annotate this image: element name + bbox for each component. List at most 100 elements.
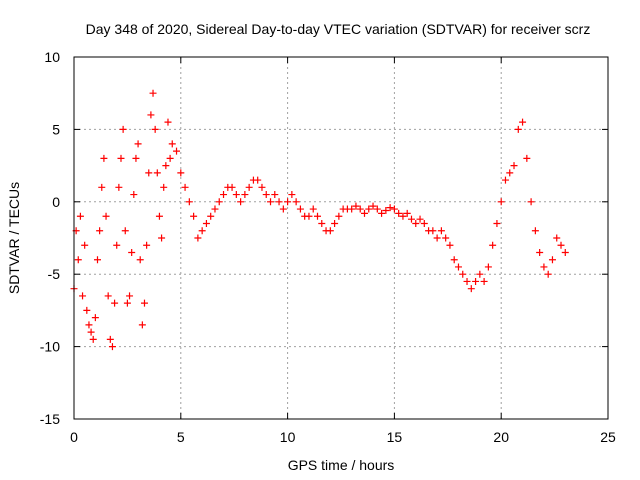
- x-tick-label: 20: [493, 429, 509, 445]
- data-point: [433, 234, 441, 242]
- data-point: [87, 328, 95, 336]
- data-point: [113, 241, 121, 249]
- data-point: [81, 241, 89, 249]
- axes: 0 5 10 15 20 25 -15 -10 -5 0 5 10: [40, 49, 616, 445]
- data-point: [96, 227, 104, 235]
- data-point: [202, 220, 210, 228]
- data-point: [145, 169, 153, 177]
- data-point: [140, 299, 148, 307]
- data-point: [284, 198, 292, 206]
- data-point: [108, 343, 116, 351]
- data-point: [378, 209, 386, 217]
- y-tick-label: 10: [44, 49, 60, 65]
- data-point: [130, 191, 138, 199]
- data-point: [450, 256, 458, 264]
- data-point: [365, 205, 373, 213]
- data-point: [395, 209, 403, 217]
- data-point: [190, 212, 198, 220]
- data-point: [382, 206, 390, 214]
- data-series: [70, 89, 569, 351]
- data-point: [106, 335, 114, 343]
- x-tick-label: 10: [280, 429, 296, 445]
- data-point: [123, 299, 131, 307]
- data-point: [211, 205, 219, 213]
- chart-title: Day 348 of 2020, Sidereal Day-to-day VTE…: [86, 21, 591, 37]
- data-point: [305, 212, 313, 220]
- y-tick-label: 5: [52, 121, 60, 137]
- data-point: [228, 183, 236, 191]
- data-point: [89, 335, 97, 343]
- data-point: [267, 198, 275, 206]
- data-point: [245, 183, 253, 191]
- data-point: [407, 215, 415, 223]
- data-point: [459, 270, 467, 278]
- data-point: [348, 205, 356, 213]
- data-point: [128, 248, 136, 256]
- data-point: [561, 248, 569, 256]
- data-point: [356, 205, 364, 213]
- data-point: [484, 263, 492, 271]
- data-point: [119, 125, 127, 133]
- data-point: [74, 256, 82, 264]
- data-point: [168, 140, 176, 148]
- data-point: [83, 306, 91, 314]
- data-point: [463, 277, 471, 285]
- data-point: [115, 183, 123, 191]
- x-tick-label: 0: [70, 429, 78, 445]
- data-point: [117, 154, 125, 162]
- data-point: [480, 277, 488, 285]
- data-point: [531, 227, 539, 235]
- data-point: [194, 234, 202, 242]
- data-point: [102, 212, 110, 220]
- data-point: [134, 140, 142, 148]
- data-point: [360, 209, 368, 217]
- data-point: [173, 147, 181, 155]
- data-point: [386, 204, 394, 212]
- data-point: [373, 205, 381, 213]
- data-point: [149, 89, 157, 97]
- data-point: [548, 256, 556, 264]
- data-point: [91, 314, 99, 322]
- data-point: [454, 263, 462, 271]
- data-point: [442, 234, 450, 242]
- data-point: [155, 212, 163, 220]
- y-tick-label: -10: [40, 339, 60, 355]
- data-point: [76, 212, 84, 220]
- data-point: [403, 209, 411, 217]
- data-point: [369, 202, 377, 210]
- data-point: [501, 176, 509, 184]
- y-tick-label: -5: [48, 266, 61, 282]
- data-point: [164, 118, 172, 126]
- data-point: [527, 198, 535, 206]
- data-point: [177, 169, 185, 177]
- data-point: [79, 292, 87, 300]
- data-point: [198, 227, 206, 235]
- data-point: [136, 256, 144, 264]
- data-point: [232, 191, 240, 199]
- data-point: [160, 183, 168, 191]
- data-point: [476, 270, 484, 278]
- data-point: [185, 198, 193, 206]
- y-axis-label: SDTVAR / TECUs: [6, 182, 22, 294]
- x-tick-label: 15: [387, 429, 403, 445]
- data-point: [519, 118, 527, 126]
- data-point: [510, 162, 518, 170]
- data-point: [162, 162, 170, 170]
- data-point: [237, 198, 245, 206]
- data-point: [331, 220, 339, 228]
- data-point: [497, 198, 505, 206]
- data-point: [523, 154, 531, 162]
- data-point: [467, 285, 475, 293]
- data-point: [420, 220, 428, 228]
- data-point: [446, 241, 454, 249]
- data-point: [104, 292, 112, 300]
- data-point: [292, 198, 300, 206]
- data-point: [553, 234, 561, 242]
- y-tick-label: 0: [52, 194, 60, 210]
- data-point: [314, 212, 322, 220]
- data-point: [254, 176, 262, 184]
- data-point: [271, 191, 279, 199]
- data-point: [536, 248, 544, 256]
